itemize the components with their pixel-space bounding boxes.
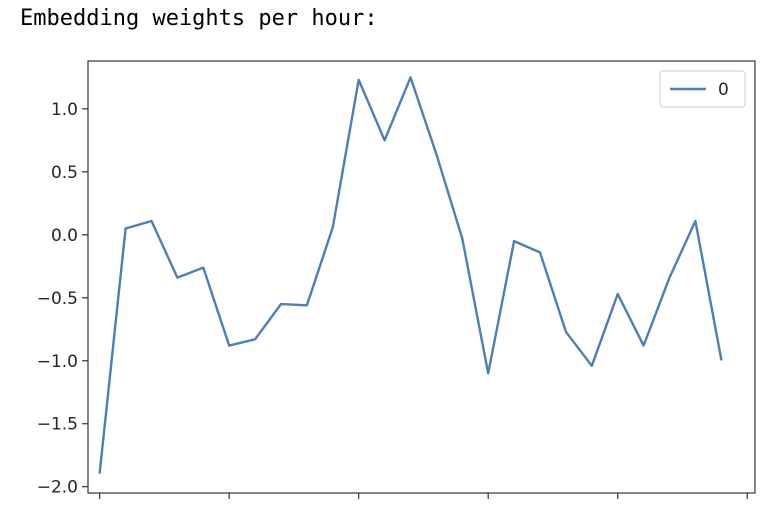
y-tick-label: −1.0 (37, 352, 78, 372)
series-layer (98, 76, 723, 474)
y-tick-label: 0.0 (51, 226, 78, 246)
legend-label: 0 (718, 80, 729, 100)
series-line (98, 76, 723, 474)
y-tick-label: 1.0 (51, 100, 78, 120)
output-text: Embedding weights per hour: (20, 6, 378, 31)
y-tick-label: −0.5 (37, 289, 78, 309)
y-tick-label: 0.5 (51, 163, 78, 183)
x-axis (99, 493, 748, 499)
legend: 0 (659, 70, 746, 108)
y-axis: 1.0 0.5 0.0 −0.5 −1.0 −1.5 −2.0 (37, 100, 88, 498)
plot-area (88, 61, 755, 493)
plot-background (88, 61, 755, 493)
plot-frame (87, 60, 756, 494)
y-tick-label: −1.5 (37, 415, 78, 435)
y-tick-label: −2.0 (37, 478, 78, 498)
